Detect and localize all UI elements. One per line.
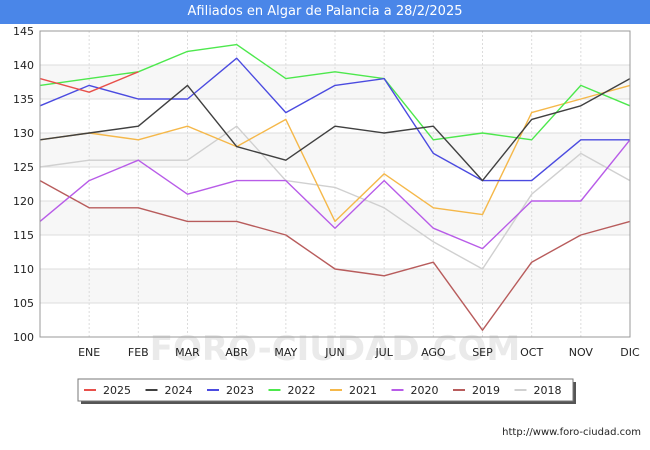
series-line-2024 — [39, 77, 631, 182]
legend-label: 2020 — [411, 384, 439, 397]
y-tick-label: 130 — [13, 127, 34, 140]
plot-bands — [40, 65, 630, 303]
x-axis-ticks: ENE FEB MAR ABR MAY JUN JUL AGO SEP OCT NOV DIC — [78, 346, 640, 359]
series-lines — [39, 43, 631, 331]
y-tick-label: 115 — [13, 229, 34, 242]
legend: 2025 2024 2023 2022 2021 2020 2019 2018 — [77, 378, 576, 404]
chart-title: Afiliados en Algar de Palancia a 28/2/20… — [0, 0, 650, 24]
watermark: FORO-CIUDAD.COM — [150, 329, 521, 369]
y-tick-label: 120 — [13, 195, 34, 208]
y-tick-label: 125 — [13, 161, 34, 174]
plot-band — [40, 201, 630, 235]
legend-label: 2018 — [534, 384, 562, 397]
legend-label: 2022 — [288, 384, 316, 397]
y-tick-label: 145 — [13, 25, 34, 38]
x-tick-label: FEB — [128, 346, 149, 359]
x-tick-label: MAY — [274, 346, 297, 359]
plot-frame — [39, 30, 631, 338]
series-line-2021 — [39, 84, 631, 223]
x-tick-label: DIC — [620, 346, 640, 359]
series-line-2019 — [39, 179, 631, 331]
x-tick-label: MAR — [175, 346, 200, 359]
series-line-2025 — [39, 71, 139, 93]
legend-box — [77, 378, 574, 402]
x-tick-label: ENE — [78, 346, 100, 359]
x-tick-label: OCT — [520, 346, 543, 359]
footer-url[interactable]: http://www.foro-ciudad.com — [502, 427, 641, 438]
series-line-2020 — [39, 139, 631, 250]
legend-label: 2021 — [349, 384, 377, 397]
x-tick-label: JUL — [374, 346, 393, 359]
legend-label: 2023 — [226, 384, 254, 397]
legend-label: 2024 — [165, 384, 193, 397]
y-tick-label: 140 — [13, 59, 34, 72]
x-tick-label: SEP — [472, 346, 493, 359]
x-tick-label: NOV — [569, 346, 594, 359]
plot-band — [40, 269, 630, 303]
plot-band — [40, 133, 630, 167]
y-tick-label: 105 — [13, 297, 34, 310]
y-tick-label: 110 — [13, 263, 34, 276]
x-tick-label: AGO — [421, 346, 446, 359]
series-line-2023 — [39, 57, 630, 182]
plot-band — [40, 65, 630, 99]
y-tick-label: 100 — [13, 331, 34, 344]
y-axis-ticks: 100 105 110 115 120 125 130 135 140 145 — [13, 25, 34, 344]
x-tick-label: ABR — [225, 346, 248, 359]
y-tick-label: 135 — [13, 93, 34, 106]
x-tick-label: JUN — [324, 346, 345, 359]
legend-label: 2025 — [103, 384, 131, 397]
legend-label: 2019 — [472, 384, 500, 397]
